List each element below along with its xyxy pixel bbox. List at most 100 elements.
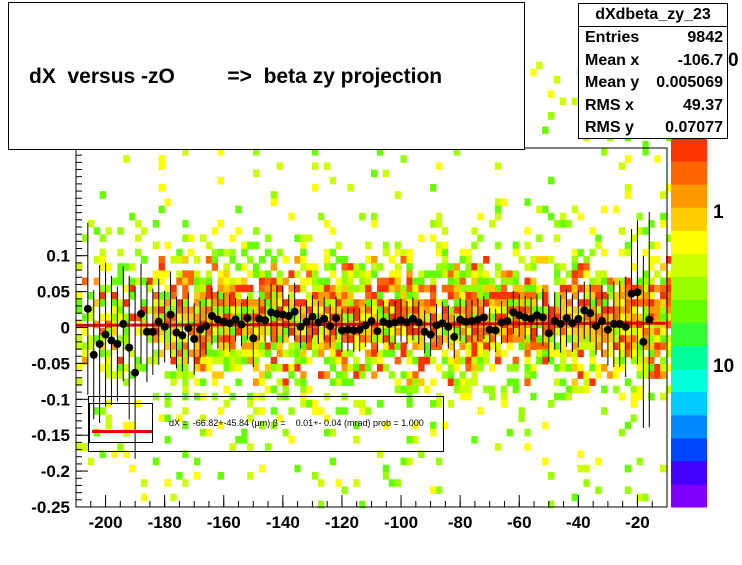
heatmap-cell [412,306,419,314]
heatmap-cell [382,335,390,343]
heatmap-cell [270,385,277,394]
stats-histogram-name: dXdbeta_zy_23 [579,4,727,27]
heatmap-cell [418,356,425,365]
heatmap-cell [229,443,236,451]
heatmap-cell [418,284,425,293]
heatmap-cell [359,500,366,509]
heatmap-cell [135,234,142,242]
heatmap-cell [583,335,590,343]
heatmap-cell [601,205,608,214]
heatmap-cell [353,371,360,379]
heatmap-cell [76,299,83,307]
heatmap-cell [341,486,348,494]
heatmap-cell [542,205,549,214]
heatmap-cell [282,328,289,336]
heatmap-cell [294,313,301,322]
heatmap-cell [494,349,502,358]
heatmap-cell [471,292,478,300]
heatmap-cell [176,313,183,322]
heatmap-cell [666,349,673,358]
heatmap-cell [559,284,567,293]
stats-value: 0.07077 [665,119,723,137]
heatmap-cell [176,306,183,314]
heatmap-cell [276,277,283,286]
heatmap-cell [247,342,254,350]
heatmap-cell [347,277,354,286]
stats-key: RMS y [585,119,634,137]
heatmap-cell [164,371,171,379]
heatmap-cell [282,306,289,314]
colorbar-label-10: 10 [713,356,735,377]
heatmap-cell [654,313,661,322]
heatmap-cell [666,299,673,307]
heatmap-cell [494,292,502,300]
profile-point [562,314,571,323]
heatmap-cell [406,356,413,365]
heatmap-cell [571,277,578,286]
heatmap-cell [229,256,236,264]
heatmap-cell [648,356,655,365]
heatmap-cell [435,486,443,494]
heatmap-cell [81,342,89,350]
heatmap-cell [353,313,360,322]
heatmap-cell [294,299,301,307]
heatmap-cell [430,356,437,365]
heatmap-cell [306,335,313,343]
heatmap-cell [105,313,112,322]
stats-key: Mean x [585,51,640,69]
heatmap-cell [441,313,449,322]
heatmap-cell [624,486,631,494]
heatmap-cell [359,306,366,314]
heatmap-cell [553,292,561,300]
heatmap-cell [666,184,673,192]
heatmap-cell [577,335,584,343]
heatmap-cell [205,364,213,372]
heatmap-cell [618,227,626,235]
heatmap-cell [595,234,602,242]
heatmap-cell [624,241,631,250]
heatmap-cell [477,234,484,242]
heatmap-cell [164,198,171,206]
heatmap-cell [365,270,372,278]
heatmap-cell [595,270,602,278]
heatmap-cell [618,328,626,336]
heatmap-cell [506,342,513,350]
heatmap-cell [194,342,201,350]
heatmap-cell [329,292,336,300]
heatmap-cell [158,299,165,307]
heatmap-cell [211,328,218,336]
heatmap-cell [347,284,354,293]
heatmap-cell [571,97,578,106]
heatmap-cell [235,277,242,286]
heatmap-cell [341,306,348,314]
heatmap-cell [312,335,319,343]
heatmap-cell [152,457,159,466]
heatmap-cell [459,385,466,394]
heatmap-cell [223,284,230,293]
heatmap-cell [123,421,130,430]
heatmap-cell [312,400,319,408]
heatmap-cell [223,400,230,408]
heatmap-cell [518,407,525,415]
profile-point [154,317,163,326]
heatmap-cell [158,306,165,314]
heatmap-cell [99,191,106,199]
heatmap-cell [583,342,590,350]
heatmap-cell [666,306,673,314]
profile-point [137,309,146,318]
heatmap-cell [164,270,171,278]
heatmap-cell [618,277,626,286]
heatmap-cell [601,335,608,343]
heatmap-cell [376,292,384,300]
heatmap-cell [524,371,531,379]
heatmap-cell [601,270,608,278]
heatmap-cell [223,299,230,307]
colorbar-segment [671,161,707,185]
heatmap-cell [288,270,295,278]
heatmap-cell [589,349,596,358]
heatmap-cell [140,493,148,502]
heatmap-cell [164,400,171,408]
heatmap-cell [194,313,201,322]
heatmap-cell [577,248,584,257]
y-tick-label: 0.1 [46,247,70,266]
